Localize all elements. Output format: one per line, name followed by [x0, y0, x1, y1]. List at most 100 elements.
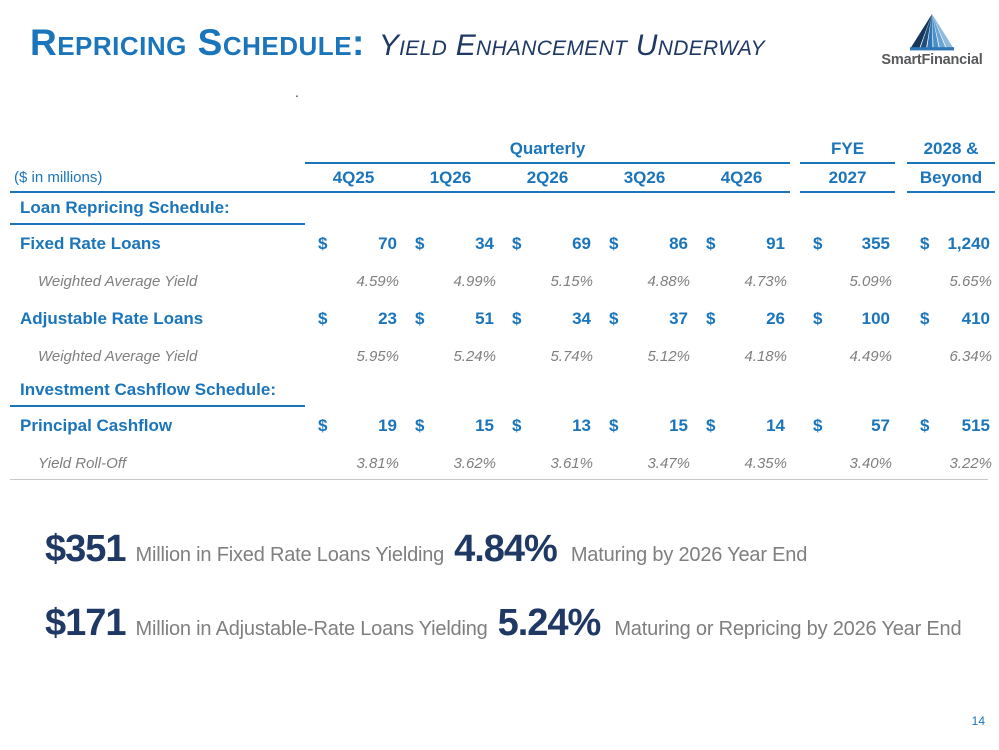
value-cell: 3.62% — [453, 455, 496, 472]
value-text: 13 — [572, 416, 591, 435]
row-label: Fixed Rate Loans — [20, 234, 161, 253]
currency-symbol: $ — [415, 309, 425, 328]
logo-text: SmartFinancial — [881, 52, 983, 68]
table-row: Principal Cashflow $19 $15 $13 $15 $14 $57 $515 — [10, 407, 995, 445]
callout-amount: $351 — [45, 528, 127, 570]
value-cell: $86 — [596, 225, 693, 263]
group-header-quarterly: Quarterly — [305, 136, 790, 164]
value-cell: 5.74% — [550, 348, 593, 365]
value-text: 19 — [378, 416, 397, 435]
currency-symbol: $ — [706, 309, 716, 328]
column-header-2q26: 2Q26 — [499, 164, 596, 193]
value-text: 57 — [871, 416, 890, 435]
row-label: Principal Cashflow — [20, 416, 173, 435]
value-cell: 5.15% — [550, 273, 593, 290]
callout-line: $171 Million in Adjustable-Rate Loans Yie… — [45, 602, 979, 645]
value-cell: 4.88% — [647, 273, 690, 290]
table-column-header-row: ($ in millions) 4Q25 1Q26 2Q26 3Q26 4Q26 2027… — [10, 164, 995, 193]
value-cell: 4.99% — [453, 273, 496, 290]
page-title: Repricing Schedule: Yield Enhancement Und… — [30, 22, 869, 64]
currency-symbol: $ — [920, 309, 930, 328]
group-header-fye: FYE — [800, 136, 895, 164]
value-text: 70 — [378, 234, 397, 253]
value-cell: $91 — [693, 225, 790, 263]
value-cell: 3.22% — [949, 455, 992, 472]
table-row: Weighted Average Yield 4.59% 4.99% 5.15% 4.8… — [10, 263, 995, 300]
row-label: Weighted Average Yield — [38, 348, 198, 365]
value-text: 69 — [572, 234, 591, 253]
currency-symbol: $ — [920, 416, 930, 435]
value-text: 91 — [766, 234, 785, 253]
value-text: 26 — [766, 309, 785, 328]
currency-symbol: $ — [609, 416, 619, 435]
value-text: 51 — [475, 309, 494, 328]
value-cell: $14 — [693, 407, 790, 445]
table-row: Loan Repricing Schedule: — [10, 193, 995, 225]
value-cell: 5.95% — [356, 348, 399, 365]
table-row: Investment Cashflow Schedule: — [10, 375, 995, 407]
table-group-header-row: Quarterly FYE 2028 & — [10, 136, 995, 164]
column-header-4q25: 4Q25 — [305, 164, 402, 193]
column-header-1q26: 1Q26 — [402, 164, 499, 193]
callout-rate: 5.24% — [497, 602, 602, 644]
summary-callouts: $351 Million in Fixed Rate Loans Yielding… — [45, 528, 979, 676]
callout-line: $351 Million in Fixed Rate Loans Yielding… — [45, 528, 979, 571]
currency-symbol: $ — [609, 234, 619, 253]
title-main: Repricing Schedule: — [30, 22, 365, 63]
logo-pyramid-icon — [910, 14, 954, 51]
table-bottom-divider — [10, 479, 988, 480]
value-cell: 4.49% — [849, 348, 892, 365]
value-text: 410 — [961, 309, 990, 328]
value-text: 23 — [378, 309, 397, 328]
currency-symbol: $ — [415, 416, 425, 435]
value-cell: $26 — [693, 300, 790, 338]
title-subtitle: Yield Enhancement Underway — [378, 29, 765, 62]
currency-symbol: $ — [318, 416, 328, 435]
currency-symbol: $ — [706, 416, 716, 435]
row-label: Yield Roll-Off — [38, 455, 127, 472]
value-text: 15 — [669, 416, 688, 435]
table-body: Loan Repricing Schedule: Fixed Rate Loans… — [10, 193, 995, 482]
value-cell: 3.47% — [647, 455, 690, 472]
table-row: Adjustable Rate Loans $23 $51 $34 $37 $26 $100… — [10, 300, 995, 338]
currency-symbol: $ — [512, 309, 522, 328]
value-cell: 5.12% — [647, 348, 690, 365]
table-row: Yield Roll-Off 3.81% 3.62% 3.61% 3.47% 4.35% 3… — [10, 445, 995, 482]
column-header-4q26: 4Q26 — [693, 164, 790, 193]
column-header-3q26: 3Q26 — [596, 164, 693, 193]
value-cell: $57 — [800, 407, 895, 445]
value-cell: 5.09% — [849, 273, 892, 290]
group-header-2028-beyond: 2028 & — [907, 136, 995, 164]
value-cell: 5.65% — [949, 273, 992, 290]
value-cell: 5.24% — [453, 348, 496, 365]
table-row: Fixed Rate Loans $70 $34 $69 $86 $91 $355 $1,24… — [10, 225, 995, 263]
currency-symbol: $ — [813, 416, 823, 435]
section-label: Loan Repricing Schedule: — [10, 193, 305, 225]
value-cell: 4.18% — [744, 348, 787, 365]
value-cell: 6.34% — [949, 348, 992, 365]
callout-text: Million in Fixed Rate Loans Yielding — [135, 544, 445, 566]
value-cell: $355 — [800, 225, 895, 263]
value-cell: $19 — [305, 407, 402, 445]
value-text: 86 — [669, 234, 688, 253]
value-cell: $1,240 — [907, 225, 995, 263]
repricing-table: Quarterly FYE 2028 & ($ in millions) 4Q2… — [10, 136, 995, 482]
value-text: 100 — [861, 309, 890, 328]
column-header-2027: 2027 — [800, 164, 895, 193]
value-text: 37 — [669, 309, 688, 328]
currency-symbol: $ — [512, 234, 522, 253]
value-cell: $37 — [596, 300, 693, 338]
currency-symbol: $ — [706, 234, 716, 253]
value-text: 15 — [475, 416, 494, 435]
value-text: 14 — [766, 416, 785, 435]
value-cell: 4.35% — [744, 455, 787, 472]
callout-text: Maturing by 2026 Year End — [570, 544, 808, 566]
value-cell: 3.40% — [849, 455, 892, 472]
value-cell: $34 — [402, 225, 499, 263]
currency-symbol: $ — [318, 309, 328, 328]
page-number: 14 — [971, 714, 985, 728]
table-row: Weighted Average Yield 5.95% 5.24% 5.74% 5.1… — [10, 338, 995, 375]
value-text: 1,240 — [947, 234, 990, 253]
value-cell: $410 — [907, 300, 995, 338]
section-label: Investment Cashflow Schedule: — [10, 375, 305, 407]
